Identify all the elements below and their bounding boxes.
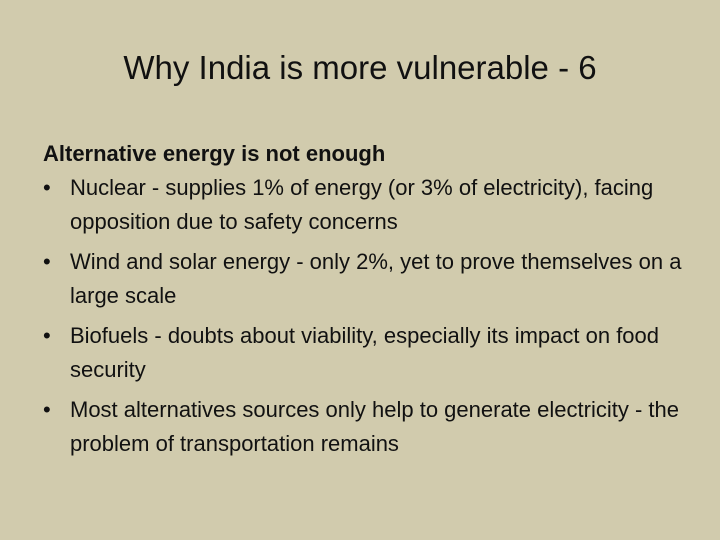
slide-content: Alternative energy is not enough • Nucle… <box>43 137 693 461</box>
bullet-list: • Nuclear - supplies 1% of energy (or 3%… <box>43 171 693 461</box>
bullet-item-wind-solar: • Wind and solar energy - only 2%, yet t… <box>43 245 693 313</box>
bullet-text: Wind and solar energy - only 2%, yet to … <box>70 249 682 308</box>
section-heading: Alternative energy is not enough <box>43 141 386 166</box>
bullet-dot-icon: • <box>43 397 51 422</box>
slide-title: Why India is more vulnerable - 6 <box>123 49 597 86</box>
bullet-dot-icon: • <box>43 175 51 200</box>
bullet-item-alternatives: • Most alternatives sources only help to… <box>43 393 693 461</box>
bullet-text: Most alternatives sources only help to g… <box>70 397 679 456</box>
bullet-item-nuclear: • Nuclear - supplies 1% of energy (or 3%… <box>43 171 693 239</box>
bullet-dot-icon: • <box>43 323 51 348</box>
bullet-text: Biofuels - doubts about viability, espec… <box>70 323 660 382</box>
bullet-dot-icon: • <box>43 249 51 274</box>
bullet-item-biofuels: • Biofuels - doubts about viability, esp… <box>43 319 693 387</box>
bullet-text: Nuclear - supplies 1% of energy (or 3% o… <box>70 175 654 234</box>
